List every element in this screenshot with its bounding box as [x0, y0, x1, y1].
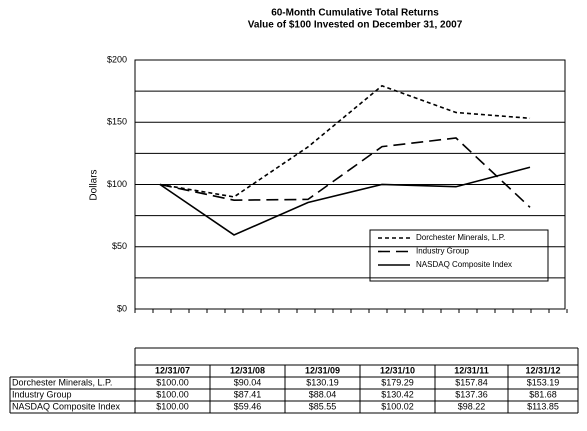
- table-cell: $157.84: [455, 377, 488, 387]
- table-cell: $130.42: [381, 389, 414, 399]
- table-header: 12/31/12: [525, 365, 560, 375]
- table-cell: $98.22: [458, 401, 486, 411]
- y-tick-label: $100: [107, 179, 127, 189]
- y-tick-label: $200: [107, 54, 127, 64]
- table-cell: $137.36: [455, 389, 488, 399]
- table-cell: $100.00: [156, 401, 189, 411]
- line-series: [159, 137, 531, 208]
- y-tick-label: $150: [107, 117, 127, 127]
- y-tick-label: $0: [117, 303, 127, 313]
- legend-label: NASDAQ Composite Index: [416, 260, 512, 269]
- table-cell: $179.29: [381, 377, 414, 387]
- table-row-label: Dorchester Minerals, L.P.: [12, 377, 112, 387]
- y-tick-label: $50: [112, 241, 127, 251]
- legend-label: Industry Group: [416, 247, 469, 256]
- table-header: 12/31/08: [230, 365, 265, 375]
- table-header: 12/31/07: [155, 365, 190, 375]
- table-cell: $100.00: [156, 377, 189, 387]
- table-cell: $87.41: [234, 389, 262, 399]
- table-cell: $100.02: [381, 401, 414, 411]
- table-cell: $113.85: [527, 401, 559, 411]
- table-cell: $59.46: [234, 401, 262, 411]
- table-header: 12/31/09: [305, 365, 340, 375]
- table-row-label: NASDAQ Composite Index: [12, 401, 121, 411]
- legend-box: [369, 229, 549, 282]
- table-cell: $85.55: [309, 401, 337, 411]
- chart-title: 60-Month Cumulative Total Returns: [271, 8, 439, 19]
- chart-subtitle: Value of $100 Invested on December 31, 2…: [248, 20, 463, 31]
- table-cell: $100.00: [156, 389, 189, 399]
- y-axis-label: Dollars: [89, 169, 100, 200]
- table-cell: $88.04: [309, 389, 337, 399]
- table-row-label: Industry Group: [12, 389, 72, 399]
- table-cell: $153.19: [527, 377, 560, 387]
- table-header: 12/31/11: [454, 365, 489, 375]
- line-series: [159, 84, 531, 198]
- legend-label: Dorchester Minerals, L.P.: [416, 233, 505, 242]
- table-cell: $81.68: [529, 389, 557, 399]
- line-series: [159, 166, 531, 236]
- table-cell: $90.04: [234, 377, 262, 387]
- table-header: 12/31/10: [380, 365, 415, 375]
- table-cell: $130.19: [306, 377, 339, 387]
